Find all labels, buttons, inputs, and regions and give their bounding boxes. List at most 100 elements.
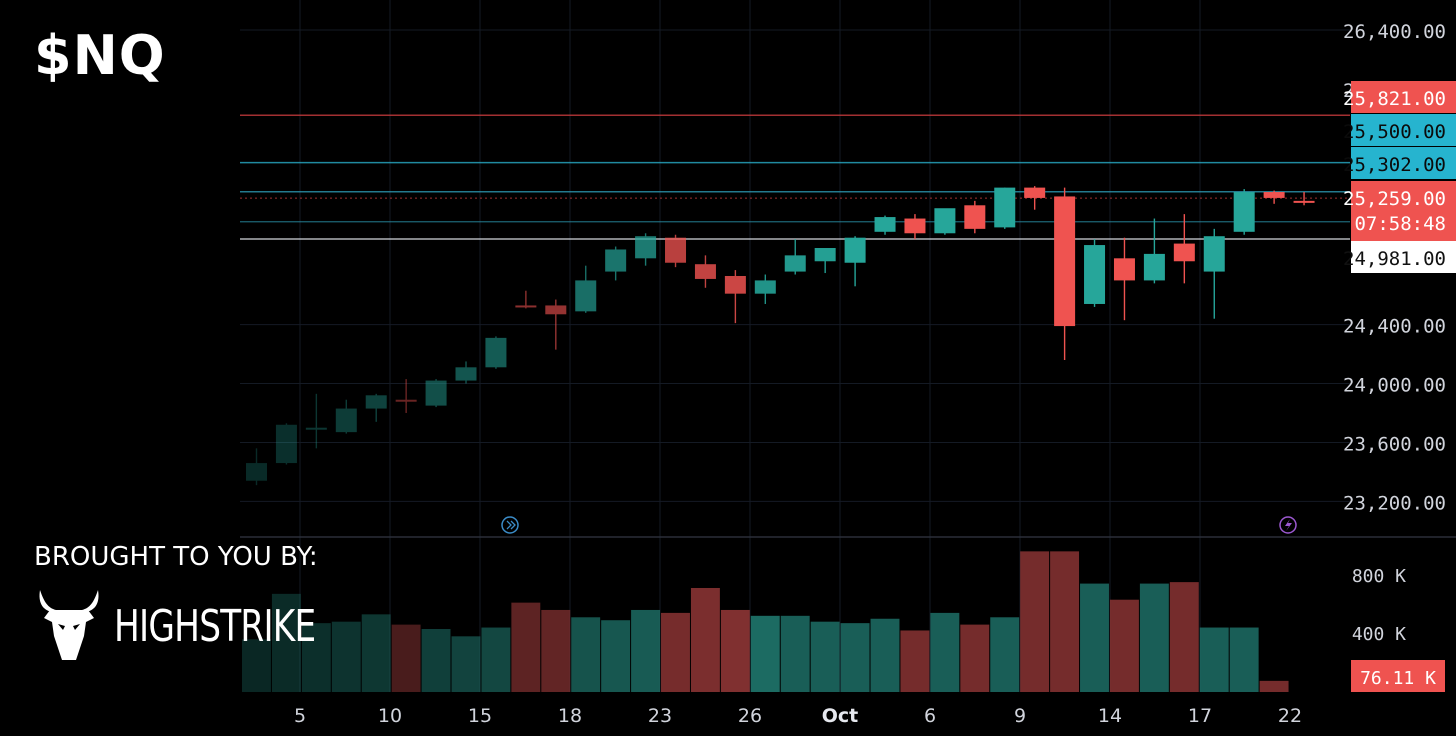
- candle: [305, 393, 327, 449]
- candle: [904, 214, 926, 240]
- volume-bar: [1109, 599, 1139, 692]
- candle: [1233, 189, 1255, 235]
- candle-body: [934, 208, 956, 234]
- time-tick-label: 9: [1014, 705, 1026, 727]
- volume-bar: [750, 615, 780, 692]
- time-tick-label: 22: [1278, 705, 1302, 727]
- candle-body: [1203, 236, 1225, 272]
- candle-body: [994, 187, 1016, 228]
- volume-bar: [451, 636, 481, 692]
- candle-body: [814, 248, 836, 262]
- price-tag: [1351, 241, 1456, 273]
- lightning-icon: [1285, 519, 1292, 531]
- price-axis[interactable]: 26,400.00 24,400.00 24,000.00 23,600.00 23,2…: [1343, 21, 1456, 692]
- price-tag-label: 25,302.00: [1343, 154, 1446, 176]
- candle: [724, 270, 746, 324]
- volume-bar: [1199, 627, 1229, 692]
- time-tick-label: 14: [1098, 705, 1122, 727]
- volume-bar: [541, 609, 571, 692]
- candle: [545, 299, 567, 350]
- candle-body: [425, 380, 447, 406]
- candle: [1024, 186, 1046, 210]
- volume-bar: [601, 620, 631, 692]
- price-tag: [1351, 147, 1456, 179]
- volume-bar: [840, 623, 870, 692]
- volume-bar: [242, 639, 271, 692]
- price-tick-label: 26,400.00: [1343, 21, 1446, 43]
- price-tick-label: 24,000.00: [1343, 375, 1446, 397]
- volume-bar: [331, 621, 361, 692]
- candle: [515, 290, 537, 309]
- candle-body: [724, 275, 746, 294]
- volume-bar: [900, 630, 930, 692]
- volume-bar: [930, 612, 960, 692]
- time-tick-label: 5: [294, 705, 306, 727]
- dividend-marker-icon: [501, 516, 519, 534]
- volume-tick-label: 800 K: [1352, 566, 1406, 587]
- sponsor-label: BROUGHT TO YOU BY:: [34, 542, 318, 572]
- candle-body: [1113, 258, 1135, 281]
- candle-body: [335, 408, 357, 433]
- candle-body: [1054, 196, 1076, 327]
- candle: [694, 255, 716, 288]
- volume-bar: [391, 624, 421, 692]
- candle-body: [1143, 253, 1165, 281]
- candle-body: [605, 249, 627, 272]
- volume-bar: [361, 614, 391, 692]
- candle: [365, 393, 387, 422]
- time-tick-label: 17: [1188, 705, 1212, 727]
- candle-body: [964, 205, 986, 229]
- time-axis[interactable]: 5 10 15 18 23 26 Oct 6 9 14 17 22: [294, 705, 1302, 727]
- candle: [874, 215, 896, 235]
- volume-bars: [242, 551, 1289, 692]
- candle: [275, 423, 297, 465]
- volume-bar: [1050, 551, 1080, 692]
- volume-tag-label: 76.11 K: [1360, 668, 1436, 689]
- candle-body: [784, 255, 806, 272]
- candle: [964, 200, 986, 234]
- candles: [246, 186, 1315, 486]
- candle-body: [515, 305, 537, 308]
- candle: [844, 236, 866, 287]
- price-tag-label: 25,500.00: [1343, 121, 1446, 143]
- candle: [485, 336, 507, 369]
- candle: [395, 379, 417, 413]
- price-tag: [1351, 181, 1456, 241]
- volume-bar: [720, 609, 750, 692]
- candle-body: [275, 424, 297, 464]
- price-tick-label: 24,400.00: [1343, 316, 1446, 338]
- candle-body: [1263, 192, 1285, 198]
- candle-body: [1233, 192, 1255, 232]
- volume-tag: [1351, 660, 1445, 692]
- candle: [575, 265, 597, 313]
- volume-bar: [421, 629, 451, 692]
- candle-body: [1084, 245, 1106, 304]
- time-tick-label: 23: [648, 705, 672, 727]
- volume-bar: [1259, 680, 1289, 692]
- price-tag-label: 25,259.00: [1343, 188, 1446, 210]
- forward-icon: [506, 520, 516, 530]
- volume-bar: [481, 627, 511, 692]
- candle-body: [665, 237, 687, 263]
- volume-bar: [1020, 551, 1050, 692]
- candle: [1263, 190, 1285, 204]
- candle-body: [1024, 187, 1046, 198]
- volume-tick-label: 400 K: [1352, 624, 1406, 645]
- time-tick-label: 6: [924, 705, 936, 727]
- volume-bar: [810, 621, 840, 692]
- price-level-lines: [240, 114, 1350, 240]
- volume-bar: [511, 602, 541, 692]
- volume-bar: [271, 593, 301, 692]
- volume-bar: [631, 609, 661, 692]
- event-markers: [501, 516, 1297, 534]
- candle: [1113, 237, 1135, 321]
- candle: [425, 379, 447, 408]
- time-tick-label: 15: [468, 705, 492, 727]
- left-overlay: [0, 0, 240, 736]
- volume-bar: [1169, 582, 1199, 692]
- countdown-label: 07:58:48: [1354, 213, 1446, 235]
- volume-bar: [1080, 583, 1109, 692]
- grid-lines: [240, 0, 1456, 692]
